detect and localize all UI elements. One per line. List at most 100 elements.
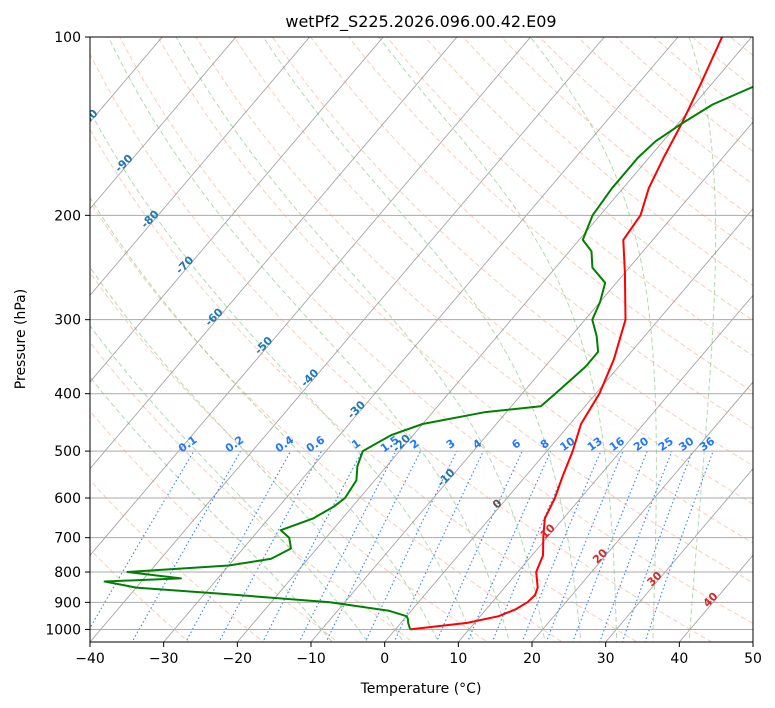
mixing-ratio-label: 1 (349, 437, 363, 452)
y-axis-title: Pressure (hPa) (13, 289, 29, 389)
moist-adiabat (107, 37, 510, 642)
y-tick-label: 900 (54, 595, 81, 611)
moist-adiabat (688, 37, 717, 642)
isotherm (531, 381, 753, 642)
chart-title: wetPf2_S225.2026.096.00.42.E09 (285, 12, 556, 32)
dry-adiabat (90, 410, 340, 642)
mixing-ratio-label: 8 (538, 437, 552, 452)
isotherm-label: 20 (590, 546, 610, 566)
dewpoint-line (103, 85, 753, 630)
mixing-ratio-line (325, 450, 422, 642)
mixing-ratio-label: 0.2 (223, 433, 246, 455)
isotherm (310, 121, 753, 642)
dry-adiabat (195, 37, 753, 544)
dry-adiabat (653, 37, 753, 120)
mixing-ratio-line (545, 450, 624, 642)
isotherm-label: -30 (345, 398, 368, 421)
isotherm-label: -10 (434, 466, 457, 489)
dry-adiabat (157, 37, 753, 584)
x-tick-label: −10 (296, 651, 326, 667)
y-tick-label: 500 (54, 444, 81, 460)
x-tick-label: 30 (597, 651, 615, 667)
isotherm-label: 0 (490, 496, 505, 511)
mixing-ratio-label: 3 (444, 437, 458, 452)
y-tick-label: 100 (54, 30, 81, 46)
series-lines (103, 37, 753, 631)
x-tick-label: 10 (449, 651, 467, 667)
isotherm (90, 37, 532, 557)
x-axis: −40 −30 −20 −10 0 10 20 30 40 50 (75, 642, 762, 667)
x-tick-label: 20 (523, 651, 541, 667)
x-tick-label: 50 (744, 651, 762, 667)
x-axis-title: Temperature (°C) (360, 681, 482, 697)
mixing-ratio-line (466, 450, 552, 642)
mixing-ratio-line (131, 450, 242, 642)
isotherm-label: -40 (298, 366, 321, 389)
dry-adiabat (615, 37, 753, 153)
y-tick-label: 600 (54, 491, 81, 507)
dry-adiabat (233, 37, 753, 505)
y-tick-label: 200 (54, 208, 81, 224)
dry-adiabat (538, 37, 753, 219)
isotherm (236, 37, 753, 642)
dry-adiabat (386, 37, 753, 357)
mixing-ratio-label: 6 (509, 437, 523, 452)
gridlines (90, 37, 753, 642)
mixing-ratio-line (298, 450, 397, 642)
x-tick-label: 40 (670, 651, 688, 667)
isotherm-label: -100 (72, 107, 101, 136)
dry-adiabat (576, 37, 753, 185)
y-tick-label: 700 (54, 531, 81, 547)
isotherm-label: 10 (538, 521, 558, 541)
x-tick-label: −20 (223, 651, 253, 667)
moist-adiabat (90, 266, 404, 642)
dry-adiabat (90, 201, 564, 642)
moist-adiabat (90, 376, 333, 642)
dry-adiabat (309, 37, 753, 430)
dry-adiabat (462, 37, 753, 287)
temperature-line (409, 37, 724, 631)
moist-adiabat (262, 37, 582, 642)
mixing-ratio-label: 0.4 (273, 433, 297, 455)
isotherm (90, 37, 237, 210)
isotherm-label: -50 (252, 334, 275, 357)
dry-adiabat (90, 52, 713, 642)
background-lines (90, 10, 775, 654)
isotherm (90, 37, 458, 470)
mixing-ratio-line (185, 450, 292, 642)
y-tick-label: 300 (54, 313, 81, 329)
isotherm (163, 37, 679, 642)
moist-adiabat (90, 325, 369, 642)
plot-frame (89, 36, 754, 643)
isotherm (90, 37, 605, 642)
dry-adiabat (90, 128, 638, 642)
x-tick-label: −30 (149, 651, 179, 667)
x-tick-label: −40 (75, 651, 105, 667)
mixing-ratio-label: 0.6 (304, 433, 328, 455)
dry-adiabat (424, 37, 753, 322)
dry-adiabat (736, 10, 775, 654)
isotherm (605, 467, 753, 642)
y-tick-label: 1000 (45, 622, 81, 638)
dry-adiabat (119, 37, 753, 624)
mixing-ratio-line (521, 450, 602, 642)
x-tick-label: 0 (380, 651, 389, 667)
mixing-ratio-label: 0.1 (176, 433, 199, 455)
dry-adiabat (90, 271, 489, 642)
isotherm (752, 641, 753, 642)
isotherm (384, 207, 753, 642)
y-tick-label: 400 (54, 387, 81, 403)
isotherm (90, 37, 163, 123)
y-tick-label: 800 (54, 565, 81, 581)
isotherm-label: 40 (701, 590, 721, 610)
dry-adiabat (271, 37, 753, 467)
dry-adiabat (90, 479, 265, 642)
isotherm (90, 37, 384, 383)
dry-adiabat (90, 341, 414, 642)
isotherm-label: -60 (203, 305, 226, 328)
mixing-ratio-line (262, 450, 363, 642)
y-axis: 100 200 300 400 500 600 700 800 900 1000 (45, 30, 90, 638)
isotherm (90, 37, 311, 297)
dry-adiabat (500, 37, 753, 252)
